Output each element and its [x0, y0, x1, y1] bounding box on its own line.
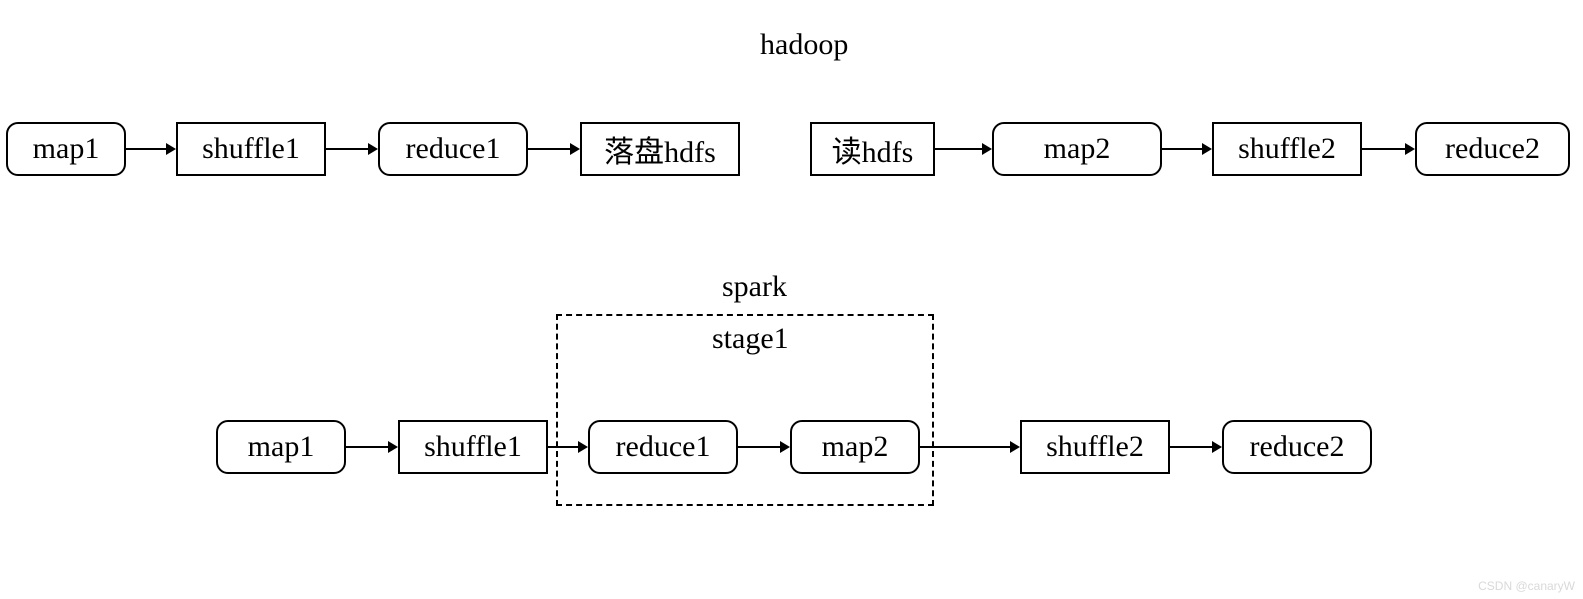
spark-node-s-map2: map2: [790, 420, 920, 474]
hadoop-arrow-h-reduce1-h-hdfs-w: [0, 0, 1583, 599]
hadoop-node-h-hdfs-w: 落盘hdfs: [580, 122, 740, 176]
spark-node-s-shuffle2: shuffle2: [1020, 420, 1170, 474]
spark-node-s-shuffle1: shuffle1: [398, 420, 548, 474]
hadoop-node-h-hdfs-r: 读hdfs: [810, 122, 935, 176]
hadoop-node-h-map1: map1: [6, 122, 126, 176]
watermark: CSDN @canaryW: [1478, 579, 1575, 593]
diagram-canvas: hadoop spark stage1 CSDN @canaryW map1 sh…: [0, 0, 1583, 599]
hadoop-arrow-h-map1-h-shuffle1: [0, 0, 1583, 599]
spark-title: spark: [722, 270, 787, 304]
hadoop-arrow-h-hdfs-r-h-map2: [0, 0, 1583, 599]
hadoop-arrow-h-shuffle1-h-reduce1: [0, 0, 1583, 599]
hadoop-node-h-shuffle2: shuffle2: [1212, 122, 1362, 176]
spark-node-s-reduce2: reduce2: [1222, 420, 1372, 474]
spark-node-s-map1: map1: [216, 420, 346, 474]
hadoop-arrow-h-shuffle2-h-reduce2: [0, 0, 1583, 599]
hadoop-arrow-h-map2-h-shuffle2: [0, 0, 1583, 599]
spark-arrow-s-map1-s-shuffle1: [0, 0, 1583, 599]
hadoop-title: hadoop: [760, 28, 848, 62]
hadoop-node-h-reduce1: reduce1: [378, 122, 528, 176]
spark-arrow-s-map2-s-shuffle2: [0, 0, 1583, 599]
hadoop-node-h-map2: map2: [992, 122, 1162, 176]
hadoop-node-h-reduce2: reduce2: [1415, 122, 1570, 176]
spark-node-s-reduce1: reduce1: [588, 420, 738, 474]
spark-arrow-s-reduce1-s-map2: [0, 0, 1583, 599]
hadoop-node-h-shuffle1: shuffle1: [176, 122, 326, 176]
spark-arrow-s-shuffle1-s-reduce1: [0, 0, 1583, 599]
spark-arrow-s-shuffle2-s-reduce2: [0, 0, 1583, 599]
spark-stage1-label: stage1: [712, 322, 789, 356]
